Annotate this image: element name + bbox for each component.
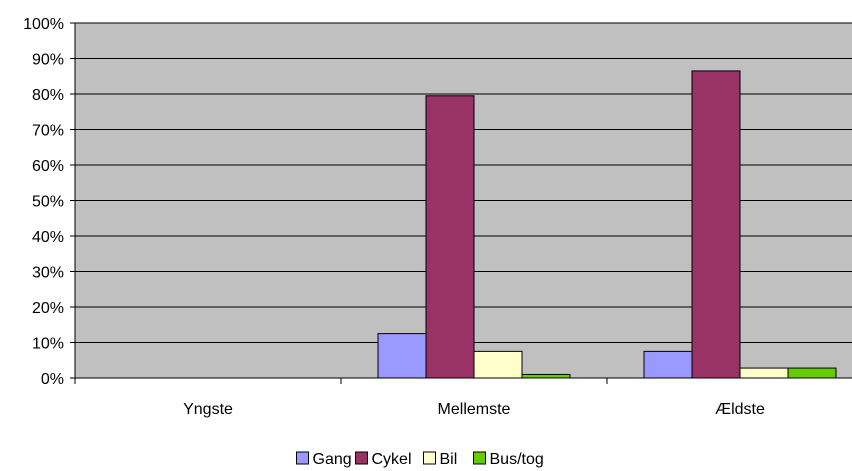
bar-bil-2 (739, 367, 789, 379)
legend-swatch (296, 451, 309, 465)
legend-label: Cykel (372, 451, 412, 468)
y-tick-label: 10% (32, 336, 64, 353)
y-tick-label: 70% (32, 123, 64, 140)
y-tick-label: 80% (32, 87, 64, 104)
bar-bus-tog-1 (521, 373, 571, 379)
bar-bus-tog-2 (787, 367, 837, 379)
legend-label: Bus/tog (490, 451, 544, 468)
legend-swatch (423, 451, 436, 465)
x-category-label: Ældste (715, 401, 765, 418)
bar-cykel-2 (691, 70, 741, 379)
x-axis-ticks: Yngste Mellemste Ældste (74, 378, 765, 418)
y-tick-label: 90% (32, 52, 64, 69)
y-axis-ticks: 0% 10% 20% 30% 40% 50% 60% 70% 80% 90% 100% (23, 16, 75, 388)
bar-gang-1 (377, 333, 427, 379)
legend: Gang Cykel Bil Bus/tog (296, 451, 544, 468)
legend-swatch (473, 451, 486, 465)
bar-gang-2 (643, 350, 693, 379)
legend-swatch (355, 451, 368, 465)
bar-cykel-1 (425, 95, 475, 379)
y-tick-label: 20% (32, 300, 64, 317)
bars (377, 70, 837, 379)
y-tick-label: 100% (23, 16, 64, 33)
legend-label: Gang (313, 451, 352, 468)
x-category-label: Mellemste (438, 401, 511, 418)
y-tick-label: 0% (41, 371, 64, 388)
x-category-label: Yngste (183, 401, 233, 418)
y-tick-label: 60% (32, 158, 64, 175)
bar-bil-1 (473, 350, 523, 379)
y-tick-label: 40% (32, 229, 64, 246)
y-tick-label: 30% (32, 265, 64, 282)
y-tick-label: 50% (32, 194, 64, 211)
legend-label: Bil (440, 451, 458, 468)
